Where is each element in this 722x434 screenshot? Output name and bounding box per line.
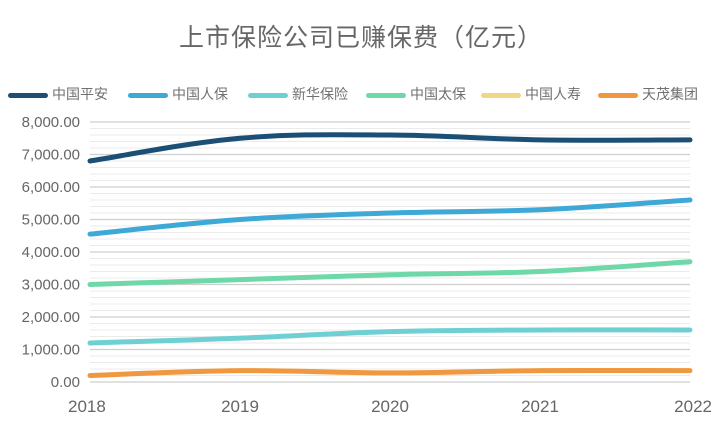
legend-item-2: 中国人保 bbox=[128, 84, 228, 106]
legend-label-1: 中国平安 bbox=[52, 87, 108, 103]
legend-swatch-6 bbox=[598, 92, 638, 98]
legend-label-4: 中国太保 bbox=[410, 87, 466, 103]
series-line-4 bbox=[87, 259, 693, 287]
x-tick-label: 2020 bbox=[371, 397, 409, 416]
legend-label-2: 中国人保 bbox=[172, 87, 228, 103]
y-tick-label: 1,000.00 bbox=[22, 342, 80, 359]
legend-label-6: 天茂集团 bbox=[642, 87, 698, 103]
legend-swatch-3 bbox=[248, 92, 288, 98]
x-tick-label: 2021 bbox=[521, 397, 559, 416]
x-tick-label: 2022 bbox=[674, 397, 712, 416]
legend-swatch-4 bbox=[366, 92, 406, 98]
series-line-3 bbox=[87, 327, 693, 346]
x-tick-label: 2018 bbox=[68, 397, 106, 416]
legend: 中国平安 中国人保 新华保险 中国太保 中国人寿 天茂集团 bbox=[8, 84, 718, 106]
x-tick-label: 2019 bbox=[221, 397, 259, 416]
y-tick-label: 7,000.00 bbox=[22, 147, 80, 164]
y-tick-label: 3,000.00 bbox=[22, 277, 80, 294]
chart-title: 上市保险公司已赚保费（亿元） bbox=[178, 23, 543, 52]
y-tick-label: 6,000.00 bbox=[22, 179, 80, 196]
legend-swatch-1 bbox=[8, 92, 48, 98]
series-line-2 bbox=[87, 197, 693, 237]
legend-label-3: 新华保险 bbox=[292, 87, 348, 103]
legend-item-6: 天茂集团 bbox=[598, 84, 698, 106]
legend-item-4: 中国太保 bbox=[366, 84, 466, 106]
legend-item-5: 中国人寿 bbox=[481, 84, 581, 106]
y-tick-label: 4,000.00 bbox=[22, 244, 80, 261]
legend-swatch-2 bbox=[128, 92, 168, 98]
y-tick-label: 0.00 bbox=[51, 374, 80, 391]
y-tick-label: 8,000.00 bbox=[22, 114, 80, 131]
y-tick-label: 5,000.00 bbox=[22, 212, 80, 229]
legend-item-1: 中国平安 bbox=[8, 84, 108, 106]
series-line-1 bbox=[87, 132, 693, 164]
legend-swatch-5 bbox=[481, 92, 521, 98]
gridlines bbox=[90, 121, 690, 383]
y-tick-label: 2,000.00 bbox=[22, 309, 80, 326]
legend-item-3: 新华保险 bbox=[248, 84, 348, 106]
series-line-6 bbox=[87, 367, 693, 378]
legend-label-5: 中国人寿 bbox=[525, 87, 581, 103]
